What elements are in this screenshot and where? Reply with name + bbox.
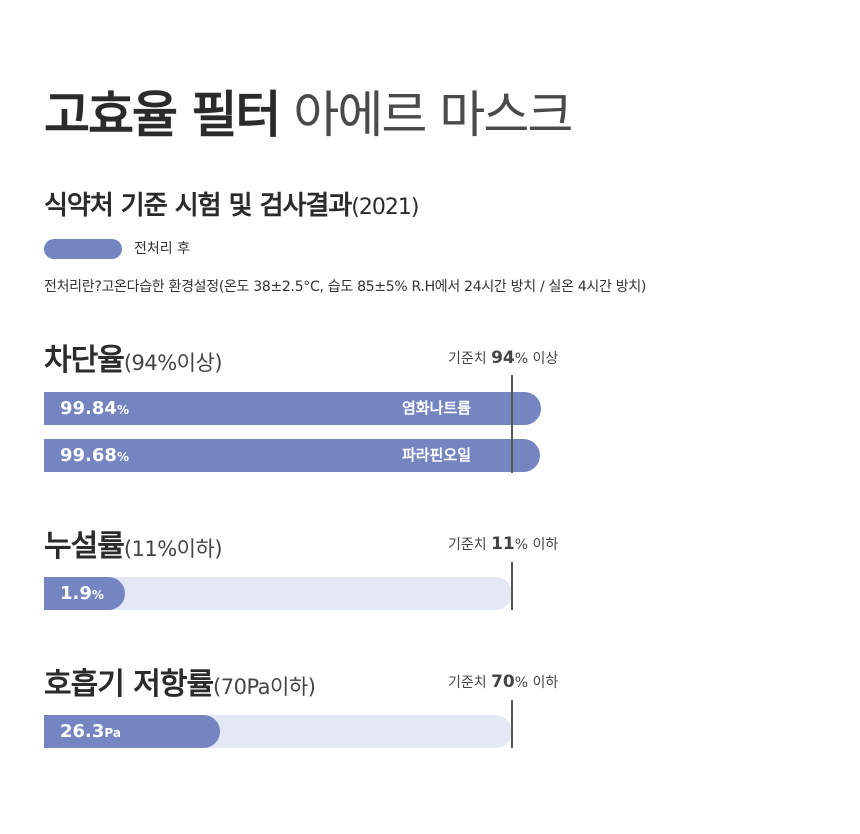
section-title-text: 차단율 — [44, 343, 125, 378]
bar-paraffin-oil: 99.68% 파라핀오일 — [44, 439, 540, 472]
bar-leakage: 1.9% — [44, 577, 125, 610]
bar-value: 99.84 — [60, 398, 117, 419]
bar-value-label: 99.84% — [60, 392, 129, 427]
section-criterion: (94%이상) — [123, 351, 223, 375]
bar-unit: % — [116, 450, 129, 464]
pretreatment-note: 전처리란?고온다습한 환경설정(온도 38±2.5°C, 습도 85±5% R.… — [44, 279, 647, 295]
section-criterion: (70Pa이하) — [213, 675, 316, 699]
bar-unit: % — [116, 403, 129, 417]
title-light: 아에르 마스크 — [293, 86, 573, 144]
bar-value: 1.9 — [60, 583, 92, 604]
standard-line — [511, 700, 513, 748]
standard-line — [511, 375, 513, 473]
bar-category-label: 염화나트륨 — [402, 399, 472, 417]
section-title-text: 호흡기 저항률 — [44, 667, 214, 702]
standard-prefix: 기준치 — [448, 675, 487, 691]
title-bold: 고효율 필터 — [44, 86, 281, 144]
standard-suffix: 이하 — [532, 675, 559, 691]
standard-label: 기준치 94% 이상 — [448, 346, 558, 371]
bar-value-label: 1.9% — [60, 577, 104, 612]
subtitle-year: (2021) — [351, 195, 419, 220]
bar-sodium-chloride: 99.84% 염화나트륨 — [44, 392, 541, 425]
standard-suffix: 이하 — [532, 537, 559, 553]
section-title-leakage-rate: 누설률(11%이하) — [44, 526, 223, 570]
subtitle: 식약처 기준 시험 및 검사결과(2021) — [44, 186, 419, 228]
standard-value: 11 — [491, 534, 515, 554]
section-criterion: (11%이하) — [123, 537, 223, 561]
standard-unit: % — [514, 351, 529, 367]
bar-category-label: 파라핀오일 — [402, 446, 472, 464]
bar-value-label: 99.68% — [60, 439, 129, 474]
bar-value: 26.3 — [60, 721, 105, 742]
bar-unit: % — [91, 588, 104, 602]
bar-unit: Pa — [104, 726, 121, 740]
section-title-text: 누설률 — [44, 529, 125, 564]
legend-label: 전처리 후 — [134, 241, 190, 257]
standard-value: 94 — [491, 348, 515, 368]
bar-breathing-resistance: 26.3Pa — [44, 715, 220, 748]
standard-suffix: 이상 — [532, 351, 559, 367]
standard-label: 기준치 70% 이하 — [448, 670, 558, 695]
subtitle-text: 식약처 기준 시험 및 검사결과 — [44, 191, 352, 221]
standard-unit: % — [514, 537, 529, 553]
standard-unit: % — [514, 675, 529, 691]
bar-value-label: 26.3Pa — [60, 715, 121, 750]
bar-value: 99.68 — [60, 445, 117, 466]
standard-label: 기준치 11% 이하 — [448, 532, 558, 557]
standard-line — [511, 562, 513, 610]
page-title: 고효율 필터 아에르 마스크 — [44, 80, 573, 150]
section-title-blocking-rate: 차단율(94%이상) — [44, 340, 223, 384]
section-title-breathing-resistance: 호흡기 저항률(70Pa이하) — [44, 664, 316, 708]
standard-prefix: 기준치 — [448, 537, 487, 553]
legend-swatch — [44, 239, 122, 259]
standard-value: 70 — [491, 672, 515, 692]
standard-prefix: 기준치 — [448, 351, 487, 367]
